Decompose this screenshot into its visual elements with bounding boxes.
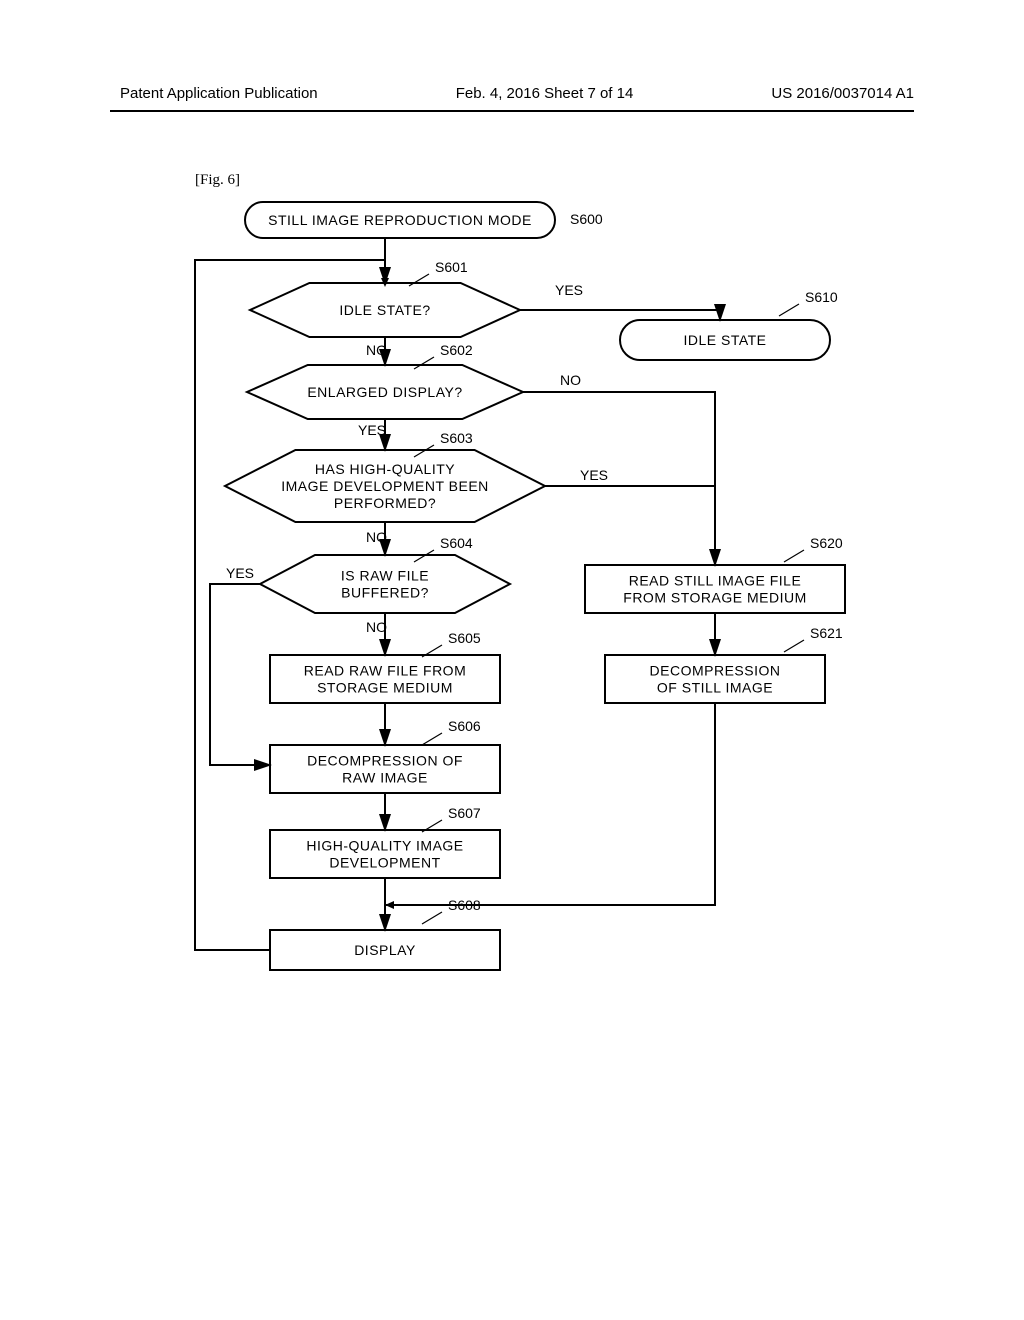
svg-text:STORAGE MEDIUM: STORAGE MEDIUM <box>317 680 453 696</box>
svg-text:DISPLAY: DISPLAY <box>354 942 416 958</box>
svg-text:YES: YES <box>358 422 386 438</box>
header-left: Patent Application Publication <box>120 85 318 102</box>
svg-text:READ STILL IMAGE FILE: READ STILL IMAGE FILE <box>629 573 802 589</box>
svg-text:S606: S606 <box>448 718 481 734</box>
svg-text:READ RAW FILE FROM: READ RAW FILE FROM <box>304 663 467 679</box>
figure-label: [Fig. 6] <box>195 172 240 189</box>
svg-text:RAW IMAGE: RAW IMAGE <box>342 770 428 786</box>
svg-text:IDLE STATE?: IDLE STATE? <box>339 302 430 318</box>
svg-text:YES: YES <box>226 565 254 581</box>
svg-text:DECOMPRESSION: DECOMPRESSION <box>650 663 781 679</box>
header-right: US 2016/0037014 A1 <box>771 85 914 102</box>
svg-text:STILL IMAGE REPRODUCTION MODE: STILL IMAGE REPRODUCTION MODE <box>268 212 532 228</box>
svg-text:HIGH-QUALITY IMAGE: HIGH-QUALITY IMAGE <box>306 838 463 854</box>
svg-text:NO: NO <box>366 529 387 545</box>
svg-text:NO: NO <box>366 342 387 358</box>
svg-text:HAS HIGH-QUALITY: HAS HIGH-QUALITY <box>315 461 455 477</box>
svg-text:S605: S605 <box>448 630 481 646</box>
header-center: Feb. 4, 2016 Sheet 7 of 14 <box>456 85 634 102</box>
page-header: Patent Application Publication Feb. 4, 2… <box>0 85 1024 102</box>
flowchart: STILL IMAGE REPRODUCTION MODE S600 IDLE ST… <box>190 190 890 1020</box>
header-rule <box>110 110 914 112</box>
svg-text:IDLE STATE: IDLE STATE <box>683 332 766 348</box>
svg-text:FROM STORAGE MEDIUM: FROM STORAGE MEDIUM <box>623 590 806 606</box>
svg-text:ENLARGED DISPLAY?: ENLARGED DISPLAY? <box>307 384 462 400</box>
svg-text:DECOMPRESSION OF: DECOMPRESSION OF <box>307 753 463 769</box>
svg-text:YES: YES <box>580 467 608 483</box>
svg-text:S607: S607 <box>448 805 481 821</box>
svg-text:S604: S604 <box>440 535 473 551</box>
svg-text:YES: YES <box>555 282 583 298</box>
svg-text:S600: S600 <box>570 211 603 227</box>
svg-text:S610: S610 <box>805 289 838 305</box>
svg-text:S620: S620 <box>810 535 843 551</box>
svg-text:S602: S602 <box>440 342 473 358</box>
svg-text:S601: S601 <box>435 259 468 275</box>
svg-text:BUFFERED?: BUFFERED? <box>341 585 429 601</box>
svg-text:S621: S621 <box>810 625 843 641</box>
svg-text:IS RAW FILE: IS RAW FILE <box>341 568 429 584</box>
svg-text:PERFORMED?: PERFORMED? <box>334 495 436 511</box>
svg-text:DEVELOPMENT: DEVELOPMENT <box>329 855 440 871</box>
svg-text:OF STILL IMAGE: OF STILL IMAGE <box>657 680 773 696</box>
svg-text:S603: S603 <box>440 430 473 446</box>
svg-text:IMAGE DEVELOPMENT BEEN: IMAGE DEVELOPMENT BEEN <box>281 478 489 494</box>
svg-text:NO: NO <box>366 619 387 635</box>
svg-text:NO: NO <box>560 372 581 388</box>
